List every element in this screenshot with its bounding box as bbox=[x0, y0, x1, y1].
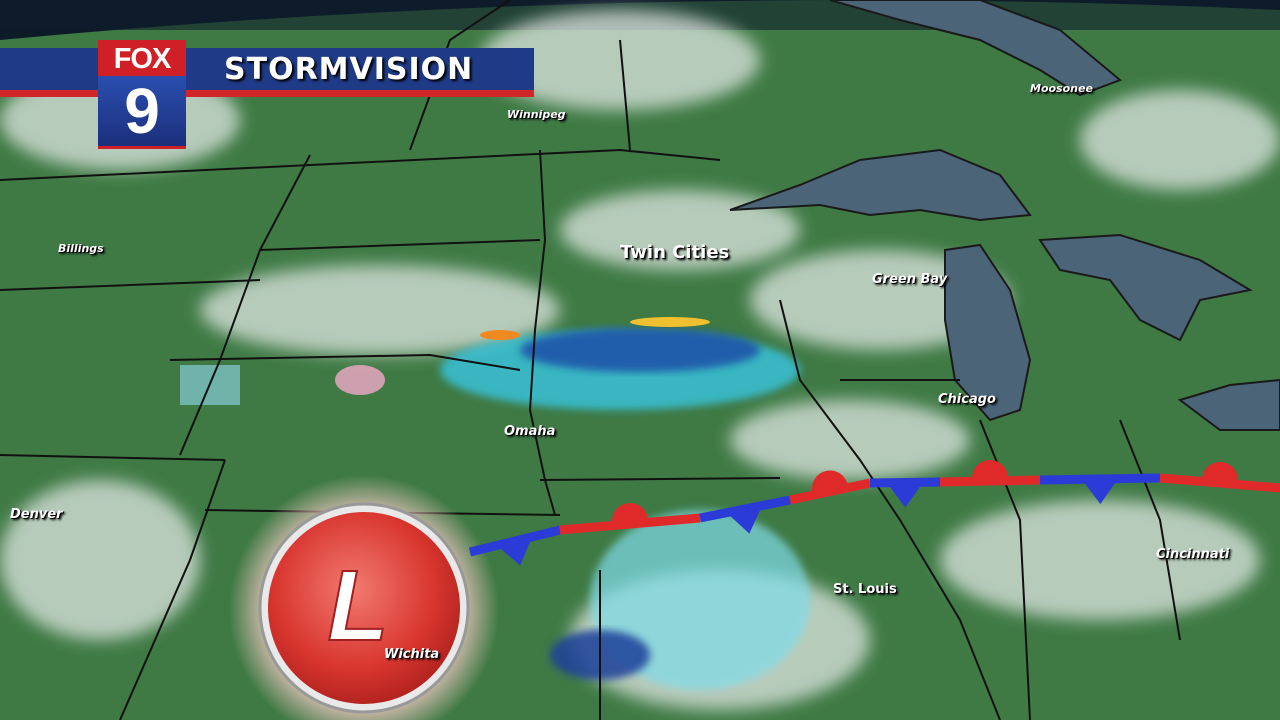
front-segment bbox=[939, 475, 1041, 487]
james-bay bbox=[829, 0, 1122, 97]
city-label-twin-cities: Twin Cities bbox=[620, 242, 730, 263]
city-label-green-bay: Green Bay bbox=[872, 272, 948, 287]
front-segment bbox=[468, 525, 562, 557]
city-label-chicago: Chicago bbox=[938, 392, 996, 407]
lake-huron bbox=[1038, 233, 1253, 342]
warm-front-semicircle bbox=[972, 460, 1008, 479]
warm-front-semicircle bbox=[612, 503, 648, 523]
cold-front-triangle bbox=[889, 485, 921, 508]
lakes bbox=[729, 0, 1280, 431]
precipitation bbox=[180, 317, 810, 690]
city-label-winnipeg: Winnipeg bbox=[507, 108, 566, 121]
stormvision-banner: STORMVISION bbox=[0, 48, 534, 100]
warm-front-semicircle bbox=[1202, 462, 1238, 482]
city-label-omaha: Omaha bbox=[504, 424, 556, 439]
front-segment bbox=[789, 478, 871, 505]
fox9-logo: FOX 9 bbox=[98, 40, 186, 149]
front-segment bbox=[869, 477, 941, 488]
low-pressure-symbol: L bbox=[258, 502, 470, 714]
cold-front-triangle bbox=[729, 508, 761, 534]
lake-superior bbox=[729, 148, 1032, 222]
city-label-denver: Denver bbox=[10, 507, 63, 522]
banner-red-stripe bbox=[0, 90, 534, 97]
city-label-wichita: Wichita bbox=[384, 647, 440, 662]
front-segment bbox=[1039, 473, 1161, 485]
city-label-billings: Billings bbox=[58, 242, 104, 255]
weather-front bbox=[468, 460, 1280, 566]
lake-michigan bbox=[944, 243, 1032, 422]
cold-front-triangle bbox=[499, 540, 531, 566]
warm-front-semicircle bbox=[812, 470, 848, 493]
banner-title: STORMVISION bbox=[224, 52, 474, 87]
logo-fox-text: FOX bbox=[98, 40, 186, 76]
front-segment bbox=[1159, 473, 1280, 493]
city-label-cincinnati: Cincinnati bbox=[1156, 547, 1230, 562]
low-pressure-letter: L bbox=[327, 550, 388, 662]
cold-front-triangle bbox=[1084, 481, 1116, 504]
banner-blue-bar bbox=[0, 48, 534, 90]
logo-number: 9 bbox=[98, 76, 186, 149]
lake-erie bbox=[1177, 378, 1280, 431]
state-borders bbox=[0, 0, 1181, 720]
front-segment bbox=[699, 495, 791, 523]
city-label-st-louis: St. Louis bbox=[833, 582, 897, 597]
city-label-moosonee: Moosonee bbox=[1030, 82, 1093, 95]
front-segment bbox=[559, 513, 701, 535]
